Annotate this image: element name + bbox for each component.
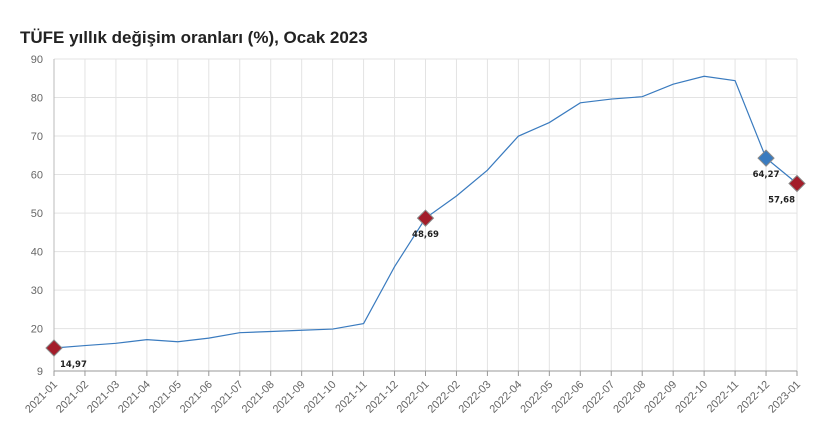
x-tick-label: 2023-01 — [766, 379, 803, 416]
data-point-marker — [788, 174, 806, 193]
data-point-marker — [757, 149, 775, 167]
y-tick-label: 50 — [31, 208, 43, 220]
data-label: 48,69 — [412, 230, 439, 240]
data-label: 64,27 — [753, 170, 780, 180]
x-tick-label: 2021-09 — [271, 379, 308, 416]
x-tick-label: 2021-03 — [85, 379, 122, 416]
x-tick-label: 2022-07 — [580, 379, 617, 416]
y-tick-label: 9 — [37, 366, 43, 378]
x-tick-label: 2022-02 — [426, 379, 463, 416]
x-tick-label: 2022-10 — [673, 379, 710, 416]
x-tick-label: 2021-06 — [178, 379, 215, 416]
x-tick-label: 2022-03 — [457, 379, 494, 416]
x-tick-label: 2021-04 — [116, 379, 153, 416]
data-label: 57,68 — [768, 195, 795, 205]
chart-title: TÜFE yıllık değişim oranları (%), Ocak 2… — [20, 28, 368, 47]
x-tick-label: 2022-05 — [518, 379, 555, 416]
x-tick-label: 2022-09 — [642, 379, 679, 416]
x-tick-label: 2021-02 — [54, 379, 91, 416]
y-tick-label: 30 — [31, 285, 43, 297]
markers-layer: 14,97 48,69 64,27 57,68 — [45, 149, 806, 370]
x-tick-label: 2022-08 — [611, 379, 648, 416]
y-tick-label: 60 — [31, 170, 43, 182]
y-tick-label: 20 — [31, 324, 43, 336]
x-tick-label: 2022-04 — [487, 379, 524, 416]
y-tick-label: 90 — [31, 54, 43, 66]
data-label: 14,97 — [60, 360, 87, 370]
x-tick-label: 2022-06 — [549, 379, 586, 416]
x-tick-label: 2021-07 — [209, 379, 246, 416]
x-tick-label: 2022-01 — [395, 379, 432, 416]
x-tick-label: 2021-10 — [302, 379, 339, 416]
x-tick-label: 2022-11 — [705, 379, 741, 415]
x-tick-label: 2021-12 — [364, 379, 401, 416]
x-tick-label: 2021-11 — [333, 379, 369, 415]
y-tick-label: 40 — [31, 247, 43, 259]
data-point-marker — [416, 209, 435, 227]
data-point-marker — [45, 339, 63, 357]
x-tick-label: 2021-08 — [240, 379, 277, 416]
y-tick-label: 80 — [31, 93, 43, 105]
x-tick-label: 2021-01 — [23, 379, 60, 416]
y-tick-label: 70 — [31, 131, 43, 143]
x-tick-label: 2022-12 — [735, 379, 772, 416]
x-tick-label: 2021-05 — [147, 379, 184, 416]
